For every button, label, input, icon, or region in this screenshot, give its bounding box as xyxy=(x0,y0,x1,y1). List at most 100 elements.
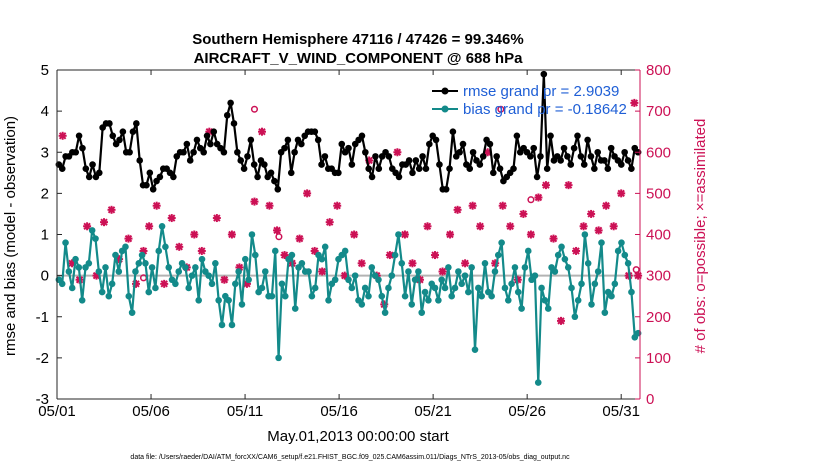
obs-assimilated-mark xyxy=(541,181,550,190)
bias-point xyxy=(448,292,455,300)
bias-point xyxy=(341,247,349,255)
data-file-footnote: data file: /Users/raeder/DAI/ATM_forcXX/… xyxy=(130,454,570,461)
right-tick-label: 800 xyxy=(646,62,671,79)
legend-rmse-label: rmse grand pr = 2.9039 xyxy=(463,83,619,100)
rmse-point xyxy=(170,173,177,181)
bias-point xyxy=(75,264,83,271)
bias-point xyxy=(162,243,169,251)
obs-assimilated-mark xyxy=(579,222,588,231)
bias-point xyxy=(385,284,392,292)
obs-assimilated-mark xyxy=(557,316,566,325)
rmse-point xyxy=(146,169,154,177)
bias-point xyxy=(78,297,86,304)
obs-assimilated-mark xyxy=(107,205,116,214)
rmse-point xyxy=(604,165,612,172)
bias-point xyxy=(601,309,609,316)
rmse-point xyxy=(82,165,90,172)
rmse-point xyxy=(180,148,187,156)
bias-point xyxy=(405,268,412,275)
left-tick-label: 2 xyxy=(41,185,49,202)
rmse-point xyxy=(200,148,207,156)
obs-assimilated-mark xyxy=(250,197,259,206)
rmse-point xyxy=(237,157,245,164)
rmse-point xyxy=(234,148,241,156)
right-tick-label: 100 xyxy=(646,350,671,367)
obs-assimilated-mark xyxy=(438,267,447,276)
bias-point xyxy=(611,280,619,288)
bias-point xyxy=(218,321,226,329)
rmse-point xyxy=(126,148,133,156)
bias-point xyxy=(524,247,532,255)
bias-point xyxy=(398,259,406,267)
rmse-point xyxy=(85,173,93,181)
rmse-point xyxy=(58,165,66,172)
rmse-point xyxy=(119,128,127,135)
obs-assimilated-mark xyxy=(124,234,133,243)
bias-point xyxy=(98,288,106,296)
bias-point xyxy=(198,255,206,263)
bias-point xyxy=(491,268,499,275)
bias-point xyxy=(435,297,442,304)
bias-point xyxy=(614,247,622,255)
bias-point xyxy=(558,243,565,251)
bias-point xyxy=(495,251,502,259)
bias-point xyxy=(391,251,399,259)
bias-point xyxy=(425,297,432,304)
obs-assimilated-mark xyxy=(257,127,266,136)
bias-point xyxy=(185,284,193,292)
obs-assimilated-mark xyxy=(519,209,528,218)
obs-assimilated-mark xyxy=(468,201,477,210)
bias-point xyxy=(278,280,286,288)
rmse-point xyxy=(607,144,615,152)
rmse-point xyxy=(372,153,379,160)
bias-point xyxy=(225,297,232,304)
bias-series xyxy=(55,222,642,386)
left-tick-label: 0 xyxy=(41,268,49,285)
rmse-point xyxy=(183,140,191,148)
bias-point xyxy=(365,292,372,300)
obs-assimilated-mark xyxy=(587,209,596,218)
bias-point xyxy=(541,297,549,304)
bias-point xyxy=(388,272,396,279)
rmse-point xyxy=(479,153,487,160)
right-tick-label: 0 xyxy=(646,391,654,408)
obs-assimilated-mark xyxy=(220,275,229,284)
bias-point xyxy=(288,251,296,259)
left-tick-label: 4 xyxy=(41,103,49,120)
rmse-point xyxy=(436,161,443,168)
rmse-point xyxy=(486,140,494,148)
bias-point xyxy=(212,259,219,267)
rmse-point xyxy=(271,177,278,185)
bias-point xyxy=(378,292,386,300)
right-tick-label: 200 xyxy=(646,309,671,326)
bias-point xyxy=(318,255,326,263)
bias-point xyxy=(142,259,149,267)
bias-point xyxy=(228,321,236,329)
right-tick-label: 400 xyxy=(646,227,671,244)
rmse-point xyxy=(193,136,201,144)
bias-point xyxy=(311,284,319,292)
bias-point xyxy=(65,268,73,275)
x-tick-label: 05/16 xyxy=(320,403,358,420)
bias-point xyxy=(235,268,242,275)
rmse-point xyxy=(580,161,588,168)
bias-point xyxy=(598,239,605,247)
rmse-point xyxy=(190,148,197,156)
rmse-point xyxy=(449,128,457,135)
legend-rmse-marker xyxy=(441,87,449,95)
bias-point xyxy=(415,268,422,275)
bias-point xyxy=(271,247,279,255)
obs-assimilated-mark xyxy=(506,222,515,231)
bias-point xyxy=(568,284,575,292)
obs-assimilated-mark xyxy=(594,226,603,235)
bias-point xyxy=(431,284,439,292)
x-tick-label: 05/31 xyxy=(602,403,640,420)
bias-point xyxy=(112,251,119,259)
bias-point xyxy=(291,305,299,312)
bias-point xyxy=(401,292,409,300)
bias-point xyxy=(68,284,76,292)
rmse-point xyxy=(591,165,598,172)
bias-point xyxy=(358,301,366,308)
rmse-point xyxy=(281,144,288,152)
left-tick-label: -1 xyxy=(36,309,49,326)
